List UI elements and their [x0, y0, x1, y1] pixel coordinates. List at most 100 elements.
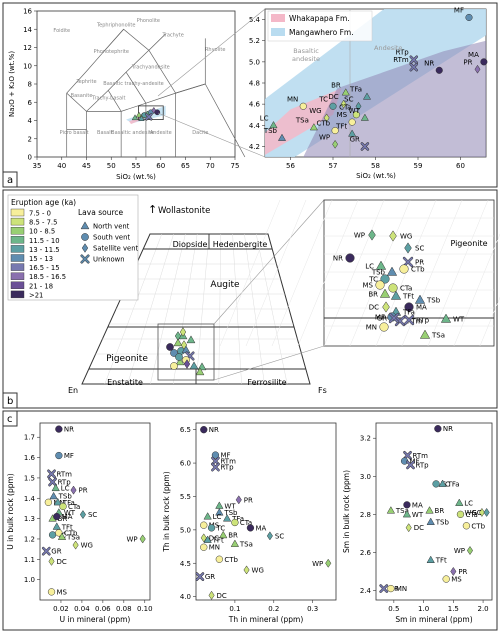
trace-point-tft [203, 535, 212, 543]
trace-point-mn [200, 543, 208, 551]
trace-point-label: TFt [212, 536, 224, 544]
trace-x-tick-label: 0.1 [229, 605, 240, 613]
trace-x-label: U in mineral (ppm) [60, 615, 131, 624]
pyx-zoom-grid-d [271, 199, 333, 347]
source-legend-label: North vent [93, 223, 130, 231]
pyx-zoom-point-label: TC [368, 276, 378, 284]
pyx-zoom-point-tsa [419, 329, 431, 339]
trace-point-label: TC [216, 524, 226, 532]
trace-point-gr [195, 572, 205, 581]
tas-points [126, 105, 166, 125]
trace-point-label: MN [396, 585, 407, 593]
trace-y-tick-label: 2.6 [360, 549, 372, 557]
tas-field-label-4: Trachyte [161, 33, 183, 39]
trace-plot-1: 0.1 0.2 0.3 4.0 4.5 5.0 5.5 6.0 6.5 Th in mineral… [162, 422, 337, 624]
trace-y-tick-label: 4.5 [180, 560, 191, 568]
zoom-point-label: MS [337, 111, 348, 119]
trace-point-label: CTa [68, 503, 80, 511]
zoom-field-basaltic-andesite: Basaltic andesite [292, 47, 320, 63]
tas-x-tick-label: 35 [33, 162, 42, 170]
trace-point-label: SC [472, 509, 481, 517]
trace-point-label: PR [79, 487, 88, 495]
zoom-point-ctb [331, 127, 339, 135]
trace-point-cta [231, 518, 239, 527]
pyx-zoom-point-label: TFt [402, 293, 414, 301]
trace-point-pr [235, 495, 242, 505]
zoom-point-ma [480, 58, 488, 66]
tas-boundary-9 [103, 29, 124, 53]
tas-field-label-12: Basalt [97, 130, 113, 136]
field-enstatite: Enstatite [107, 378, 143, 387]
pyx-grid-d [195, 233, 210, 385]
pyx-zoom-point-label: MS [363, 282, 374, 290]
trace-point-label: TSb [435, 518, 450, 526]
tas-y-tick-label: 10 [23, 62, 32, 70]
source-legend-marker [80, 221, 90, 230]
trace-point-label: NR [209, 426, 219, 434]
trace-point-label: LC [61, 485, 70, 493]
pyx-zoom-point-sc [404, 242, 412, 254]
zoom-point-tsa [309, 123, 318, 131]
trace-point-label: WT [412, 511, 424, 519]
trace-y-tick-label: 1.3 [24, 515, 35, 523]
trace-point-label: TSa [395, 507, 409, 515]
tas-x-tick-label: 50 [107, 162, 116, 170]
trace-point-label: GR [51, 548, 61, 556]
trace-point-label: MA [255, 524, 266, 532]
tas-field-label-8: Basaltic trachy-andesite [103, 81, 163, 87]
trace-point-ma [53, 512, 61, 521]
pyx-zoom-grid-d [479, 296, 500, 347]
age-swatch [10, 254, 25, 262]
zoom-point-wg [323, 113, 330, 123]
pyx-zoom-point-gr [388, 312, 400, 324]
trace-y-tick-label: 5.5 [180, 493, 191, 501]
panel-a-tag [2, 171, 18, 188]
trace-point-tfa [438, 479, 447, 487]
trace-point-label: RTm [57, 470, 73, 478]
zoom-x-tick-label: 57 [329, 162, 338, 170]
pyx-zoom-point-label: TSa [431, 332, 445, 340]
tas-boundary-4 [107, 90, 122, 157]
tas-x-tick-label: 40 [57, 162, 66, 170]
trace-point-lc [203, 512, 212, 520]
trace-point-label: WP [127, 535, 138, 543]
trace-point-label: PR [458, 568, 467, 576]
trace-point-rtp [48, 477, 57, 487]
trace-point-label: MN [209, 544, 220, 552]
trace-point-label: BR [435, 507, 445, 515]
age-legend-label: 18.5 - 16.5 [29, 273, 66, 281]
tas-field-label-0: Foidite [53, 28, 70, 34]
trace-point-ma [246, 524, 255, 532]
trace-point-mn [387, 584, 395, 593]
pyx-grid-d [218, 233, 222, 385]
zoom-y-tick-label: 4.8 [249, 80, 260, 88]
trace-point-tsb [426, 517, 435, 525]
trace-point-label: SC [88, 511, 97, 519]
source-legend-marker [81, 233, 89, 241]
zoom-point-tfa [362, 92, 372, 100]
pyx-point [189, 361, 199, 370]
pyx-zoom-point-rtm [394, 315, 406, 327]
zoom-point-gr [360, 142, 370, 151]
age-legend-label: 16.5 - 15 [29, 264, 60, 272]
trace-x-tick-label: 1.5 [448, 605, 459, 613]
pyx-zoom-point-dc [382, 301, 390, 313]
trace-x-tick-label: 0.5 [388, 605, 399, 613]
pyx-zoom-point-label: WG [400, 233, 412, 241]
trace-point-label: DC [414, 524, 424, 532]
trace-point-label: CTa [465, 511, 477, 519]
panel-c-tag [2, 410, 18, 427]
pyx-zoom-point-wg [389, 230, 397, 242]
pyx-point [170, 362, 178, 370]
source-legend: North vent South vent Satellite vent Unknow… [80, 221, 139, 264]
zoom-x-tick-label: 56 [286, 162, 295, 170]
trace-point-ctb [215, 555, 223, 563]
trace-point-br [219, 530, 228, 539]
tas-field-label-6: Trachyandesite [131, 64, 170, 70]
pyx-point [166, 343, 174, 351]
zoom-point-tsb [277, 133, 287, 141]
zoom-point-tft [348, 129, 357, 137]
pyx-zoom-grid-d [427, 199, 489, 347]
tas-field-boundaries [66, 28, 246, 158]
